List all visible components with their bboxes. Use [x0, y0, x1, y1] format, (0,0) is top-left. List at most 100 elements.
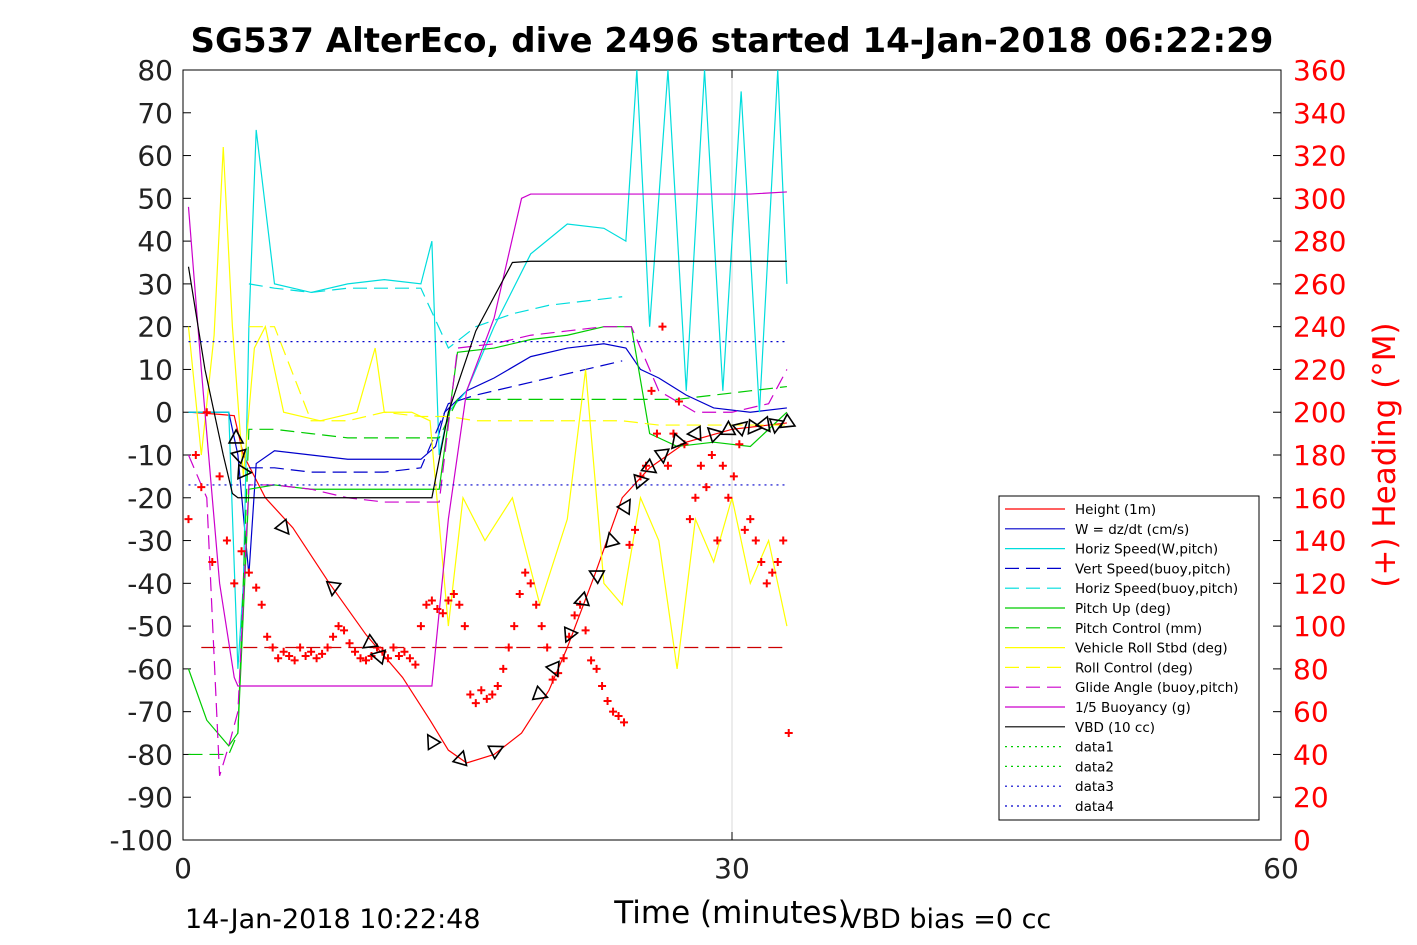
- position-marker: [747, 418, 764, 435]
- heading-point: [411, 660, 420, 669]
- heading-point: [230, 579, 239, 588]
- heading-point: [290, 656, 299, 665]
- heading-point: [609, 707, 618, 716]
- heading-point: [222, 536, 231, 545]
- heading-point: [455, 600, 464, 609]
- chart-title: SG537 AlterEco, dive 2496 started 14-Jan…: [191, 21, 1274, 61]
- heading-point: [724, 493, 733, 502]
- heading-point: [773, 557, 782, 566]
- position-marker: [670, 432, 688, 450]
- position-marker: [369, 649, 387, 666]
- x-tick-label: 30: [714, 852, 750, 885]
- legend-label: 1/5 Buoyancy (g): [1075, 700, 1191, 716]
- legend-label: data3: [1075, 779, 1114, 795]
- heading-point: [735, 440, 744, 449]
- footer-timestamp: 14-Jan-2018 10:22:48: [185, 904, 481, 935]
- heading-point: [389, 643, 398, 652]
- heading-point: [208, 557, 217, 566]
- heading-point: [263, 632, 272, 641]
- position-marker: [426, 733, 443, 751]
- heading-point: [559, 654, 568, 663]
- y-tick-label-left: 60: [137, 140, 173, 173]
- heading-point: [543, 643, 552, 652]
- heading-point: [427, 596, 436, 605]
- y-tick-label-right: 280: [1293, 225, 1346, 258]
- y-tick-label-right: 120: [1293, 567, 1346, 600]
- heading-point: [658, 322, 667, 331]
- heading-point: [449, 590, 458, 599]
- heading-point: [488, 690, 497, 699]
- heading-point: [603, 696, 612, 705]
- heading-point: [422, 600, 431, 609]
- y-axis-left: 80 70 60 50 40 30 20 10 0 -10 -20 -30 -40 -50 -60 -70 -8…: [109, 54, 191, 857]
- heading-point: [537, 622, 546, 631]
- position-marker: [604, 531, 621, 549]
- y-tick-label-left: 50: [137, 182, 173, 215]
- heading-point: [614, 711, 623, 720]
- heading-point: [340, 626, 349, 635]
- heading-point: [471, 699, 480, 708]
- heading-point: [592, 664, 601, 673]
- position-marker: [633, 473, 651, 490]
- legend-label: Roll Control (deg): [1075, 660, 1193, 676]
- heading-point: [460, 622, 469, 631]
- heading-point: [510, 622, 519, 631]
- y-axis-right-label: (+) Heading (°M): [1367, 322, 1403, 587]
- legend-label: W = dz/dt (cm/s): [1075, 522, 1189, 538]
- y-tick-label-left: 0: [155, 396, 173, 429]
- position-marker: [237, 463, 254, 481]
- heading-point: [598, 682, 607, 690]
- position-marker: [754, 415, 771, 433]
- legend-label: Horiz Speed(buoy,pitch): [1075, 581, 1238, 597]
- position-marker: [563, 625, 580, 644]
- heading-point: [191, 451, 200, 459]
- y-tick-label-left: -70: [127, 696, 173, 729]
- series-line-glide-angle-buoy-pitch: [187, 326, 788, 777]
- heading-point: [669, 429, 678, 438]
- heading-point: [548, 675, 557, 684]
- x-tick-label: 60: [1263, 852, 1299, 885]
- x-tick-label: 0: [174, 852, 192, 885]
- heading-point: [244, 568, 253, 577]
- y-tick-label-left: 40: [137, 225, 173, 258]
- heading-point: [383, 654, 392, 663]
- legend-label: data1: [1075, 740, 1114, 756]
- heading-point: [587, 656, 596, 665]
- series-line-roll-control-deg: [248, 326, 787, 426]
- y-tick-label-right: 200: [1293, 396, 1346, 429]
- heading-point: [334, 622, 343, 631]
- position-marker: [486, 745, 505, 761]
- y-tick-label-right: 40: [1293, 738, 1329, 771]
- y-tick-label-right: 0: [1293, 824, 1311, 857]
- heading-point: [400, 647, 409, 656]
- heading-point: [620, 718, 629, 727]
- heading-point: [318, 649, 327, 658]
- heading-point: [329, 632, 338, 641]
- legend-label: data2: [1075, 759, 1114, 775]
- heading-point: [237, 547, 246, 556]
- y-tick-label-right: 300: [1293, 182, 1346, 215]
- heading-point: [433, 605, 442, 613]
- y-tick-label-right: 140: [1293, 525, 1346, 558]
- heading-point: [252, 583, 261, 592]
- heading-point: [740, 525, 749, 534]
- legend-label: Glide Angle (buoy,pitch): [1075, 680, 1239, 696]
- position-marker: [361, 633, 380, 649]
- legend-label: Vehicle Roll Stbd (deg): [1075, 641, 1228, 657]
- heading-point: [504, 643, 513, 652]
- heading-point: [307, 647, 316, 656]
- heading-point: [296, 643, 305, 652]
- y-tick-label-left: -20: [127, 482, 173, 515]
- heading-point: [394, 652, 403, 661]
- position-marker: [768, 418, 786, 435]
- heading-point: [482, 694, 491, 703]
- y-tick-label-right: 260: [1293, 268, 1346, 301]
- heading-point: [345, 639, 354, 648]
- y-tick-label-right: 60: [1293, 696, 1329, 729]
- y-tick-label-right: 160: [1293, 482, 1346, 515]
- x-axis-label: Time (minutes): [613, 895, 849, 931]
- y-tick-label-left: -10: [127, 439, 173, 472]
- heading-point: [301, 652, 310, 661]
- heading-point: [268, 643, 277, 652]
